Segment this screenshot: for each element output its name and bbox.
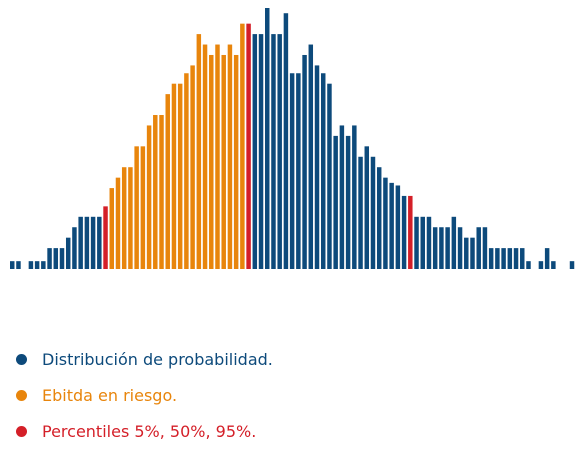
legend-label-percentiles: Percentiles 5%, 50%, 95%. [42, 421, 257, 441]
histogram-bar [209, 54, 214, 270]
histogram-bar [569, 261, 575, 269]
histogram-bar [115, 177, 121, 269]
histogram-bar [283, 13, 289, 269]
histogram-bar [358, 156, 363, 269]
histogram-bar [128, 167, 133, 269]
histogram-bar [65, 237, 71, 269]
histogram-bar [28, 261, 34, 269]
histogram-bar [78, 216, 83, 269]
histogram-bar [551, 261, 556, 269]
histogram-bar [376, 167, 382, 269]
histogram-bar [221, 54, 226, 270]
histogram-bar [482, 227, 488, 269]
histogram-bar [271, 34, 276, 269]
histogram-bar [233, 54, 239, 270]
histogram-bar [451, 216, 457, 269]
histogram-bar [190, 65, 195, 269]
histogram-bar [90, 216, 96, 269]
histogram-bar [476, 227, 481, 269]
histogram-bar [121, 167, 127, 269]
histogram-bar [159, 115, 164, 269]
histogram-bar [53, 248, 59, 269]
histogram-bar [495, 248, 500, 269]
histogram-bar [401, 195, 407, 269]
histogram-bar [345, 135, 351, 269]
histogram-bar [488, 248, 494, 269]
histogram-bar [544, 248, 550, 269]
legend-label-distribution: Distribución de probabilidad. [42, 349, 273, 369]
histogram-bar [289, 73, 295, 269]
histogram-bar [140, 146, 146, 269]
histogram-bar [146, 125, 152, 269]
histogram-bar [215, 44, 220, 269]
histogram-bar [420, 216, 425, 269]
histogram-bar [202, 44, 208, 269]
histogram-bar [432, 227, 438, 269]
histogram-bar [296, 73, 301, 269]
histogram-bar [389, 182, 394, 269]
histogram-bar [395, 185, 401, 269]
histogram-bar [439, 227, 444, 269]
histogram-bar [103, 206, 108, 269]
legend-dot-percentiles [16, 425, 27, 437]
histogram-bar [47, 248, 52, 269]
histogram-bar [314, 65, 320, 269]
histogram-bar [277, 34, 282, 269]
histogram-bar [153, 115, 158, 269]
histogram-bar [352, 125, 357, 269]
histogram-bar [538, 261, 544, 269]
legend-dot-ebitda-at-risk [16, 389, 27, 401]
histogram-bar [246, 23, 251, 269]
histogram-bar [426, 216, 432, 269]
histogram-bar [171, 83, 177, 269]
histogram-bar [265, 8, 270, 269]
histogram-bar [252, 34, 258, 269]
histogram-bar [97, 216, 102, 269]
histogram-bar [526, 261, 531, 269]
histogram-bar [501, 248, 506, 269]
legend-item-ebitda-at-risk: Ebitda en riesgo. [16, 385, 273, 405]
histogram-bar [464, 237, 469, 269]
histogram-bar [184, 73, 189, 269]
histogram-bar [41, 261, 46, 269]
histogram-bar [72, 227, 77, 269]
histogram-bar [513, 248, 519, 269]
legend: Distribución de probabilidad. Ebitda en … [16, 349, 273, 457]
histogram-bar [84, 216, 90, 269]
histogram-bar [10, 261, 15, 269]
histogram-bar [34, 261, 40, 269]
histogram-bar [258, 34, 264, 269]
histogram-bar [302, 54, 307, 270]
histogram-bar [196, 34, 202, 269]
histogram-bar [308, 44, 314, 269]
histogram-bar [414, 216, 419, 269]
histogram-chart [10, 8, 575, 270]
histogram-bar [320, 73, 326, 269]
histogram-bar [240, 23, 245, 269]
histogram-bar [370, 156, 376, 269]
legend-item-distribution: Distribución de probabilidad. [16, 349, 273, 369]
histogram-bar [339, 125, 345, 269]
histogram-bar [109, 188, 114, 269]
histogram-bar [383, 177, 388, 269]
legend-label-ebitda-at-risk: Ebitda en riesgo. [42, 385, 178, 405]
legend-item-percentiles: Percentiles 5%, 50%, 95%. [16, 421, 273, 441]
histogram-bar [470, 237, 475, 269]
histogram-bar [507, 248, 513, 269]
histogram-bar [408, 195, 413, 269]
histogram-bar [520, 248, 525, 269]
histogram-bar [445, 227, 450, 269]
histogram-bar [59, 248, 65, 269]
histogram-bar [364, 146, 370, 269]
histogram-bar [457, 227, 463, 269]
histogram-bar [333, 135, 338, 269]
histogram-bar [327, 83, 332, 269]
legend-dot-distribution [16, 353, 27, 365]
histogram-bar [134, 146, 139, 269]
histogram-bar [16, 261, 21, 269]
histogram-bar [177, 83, 183, 269]
histogram-bar [165, 94, 170, 269]
histogram-bar [227, 44, 233, 269]
